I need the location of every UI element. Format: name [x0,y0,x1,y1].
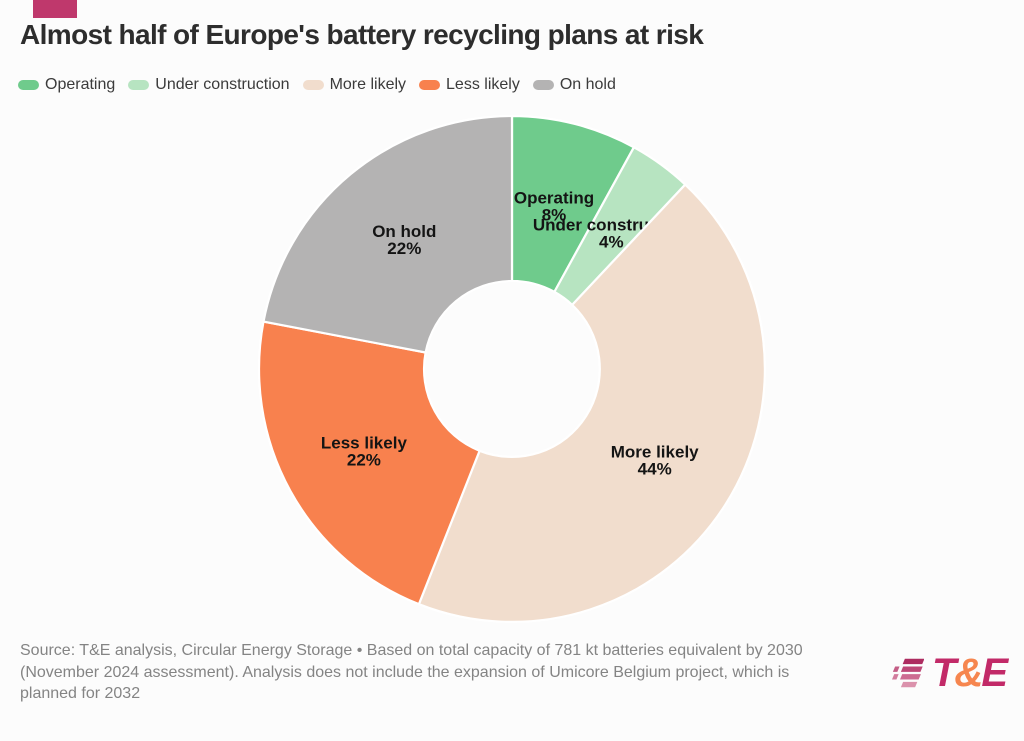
legend-label: Less likely [446,76,520,93]
te-logo: T&E [891,651,1008,695]
legend-swatch-icon [302,80,324,90]
legend-item-operating[interactable]: Operating [18,76,115,94]
slice-value-on-hold: 22% [387,239,421,258]
legend-swatch-icon [532,80,554,90]
legend-item-less-likely[interactable]: Less likely [419,76,520,94]
te-logo-text: T&E [931,651,1008,695]
slice-more-likely[interactable] [417,183,766,623]
legend-label: Operating [45,76,116,93]
slice-less-likely[interactable] [257,320,482,606]
legend-swatch-icon [128,80,150,90]
legend-item-more-likely[interactable]: More likely [302,76,407,94]
legend-swatch-icon [18,80,39,90]
speed-stripes-icon [891,658,924,688]
slice-on-hold[interactable] [262,114,514,354]
legend-label: More likely [329,76,407,93]
source-line: (November 2024 assessment). Analysis doe… [20,663,790,681]
legend-item-on-hold[interactable]: On hold [532,76,616,94]
slice-value-under-construction: 4% [599,232,624,251]
source-line: planned for 2032 [20,685,141,702]
source-note: Source: T&E analysis, Circular Energy St… [20,640,803,705]
slice-label-operating: Operating [514,188,594,207]
logo-letter-e: E [981,651,1008,695]
slice-value-operating: 8% [542,205,567,224]
source-line: Source: T&E analysis, Circular Energy St… [20,642,803,659]
legend-label: Under construction [155,76,290,93]
legend-label: On hold [559,76,616,93]
legend-item-under-construction[interactable]: Under construction [128,76,290,94]
slice-value-less-likely: 22% [347,450,381,469]
slice-label-on-hold: On hold [372,222,436,241]
slice-value-more-likely: 44% [638,460,672,479]
logo-ampersand: & [954,651,983,695]
logo-letter-t: T [931,651,956,695]
slice-label-less-likely: Less likely [321,433,408,452]
accent-bar [33,0,77,18]
page-title: Almost half of Europe's battery recyclin… [20,19,704,50]
legend: Operating Under construction More likely Le… [18,76,616,94]
legend-swatch-icon [419,80,441,90]
slice-label-more-likely: More likely [611,443,699,462]
